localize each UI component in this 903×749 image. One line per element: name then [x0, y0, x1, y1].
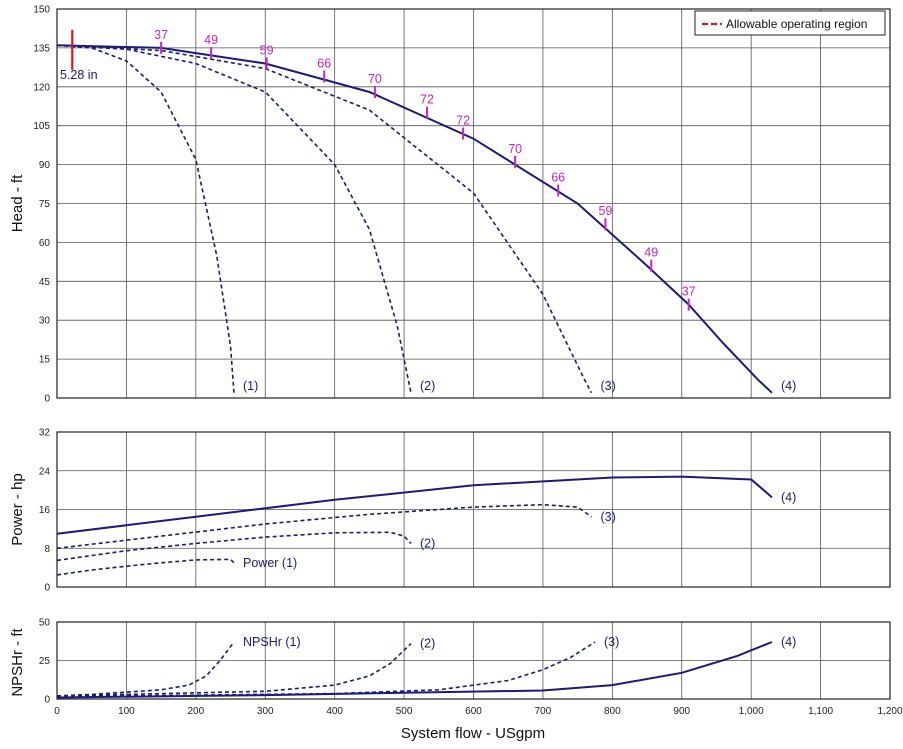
- power-series-2-line: [56, 531, 412, 562]
- x-tick-label: 300: [257, 706, 274, 717]
- head-series-1-label: (1): [243, 379, 258, 393]
- efficiency-label: 49: [204, 33, 218, 47]
- x-tick-label: 900: [673, 706, 690, 717]
- npshr-axis-title: NPSHr - ft: [9, 628, 26, 697]
- legend-label: Allowable operating region: [726, 17, 867, 31]
- head-y-tick-label: 30: [39, 316, 51, 327]
- head-axis-title: Head - ft: [9, 174, 26, 232]
- npshr-series-1-line: [56, 641, 235, 697]
- npshr-series-1-label: NPSHr (1): [243, 635, 301, 649]
- head-y-tick-label: 135: [33, 43, 50, 54]
- x-tick-label: 100: [118, 706, 135, 717]
- head-y-tick-label: 105: [33, 121, 50, 132]
- x-tick-label: 1,200: [877, 706, 902, 717]
- power-series-4-label: (4): [781, 490, 796, 504]
- power-series-3-line: [56, 503, 592, 550]
- head-series-1-line: [56, 44, 235, 393]
- head-series-4-line: [56, 44, 773, 394]
- npshr-y-tick-label: 0: [44, 695, 50, 706]
- npshr-y-tick-label: 25: [39, 656, 51, 667]
- power-series-1-line: [56, 558, 235, 576]
- power-y-tick-label: 24: [39, 466, 51, 477]
- head-series-3-line: [56, 44, 593, 394]
- npshr-series-3-label: (3): [604, 635, 619, 649]
- x-tick-label: 200: [187, 706, 204, 717]
- head-series-2-line: [56, 44, 412, 393]
- x-axis-title: System flow - USgpm: [401, 725, 545, 742]
- efficiency-label: 72: [420, 93, 434, 107]
- efficiency-label: 37: [682, 285, 696, 299]
- x-tick-label: 1,100: [808, 706, 833, 717]
- x-tick-label: 0: [54, 706, 60, 717]
- npshr-series-4-label: (4): [781, 635, 796, 649]
- head-series-3-label: (3): [601, 379, 616, 393]
- head-panel-frame: [56, 8, 891, 399]
- power-y-tick-label: 16: [39, 505, 51, 516]
- npshr-series-2-label: (2): [420, 637, 435, 651]
- x-tick-label: 800: [604, 706, 621, 717]
- head-y-tick-label: 15: [39, 355, 51, 366]
- efficiency-label: 49: [644, 246, 658, 260]
- x-tick-label: 600: [465, 706, 482, 717]
- power-panel-frame: [56, 431, 891, 588]
- power-series-4-line: [56, 475, 773, 535]
- efficiency-label: 59: [260, 43, 274, 57]
- power-axis-title: Power - hp: [9, 473, 26, 546]
- x-tick-label: 700: [535, 706, 552, 717]
- efficiency-label: 59: [598, 204, 612, 218]
- head-y-tick-label: 45: [39, 277, 51, 288]
- x-tick-label: 1,000: [739, 706, 764, 717]
- npshr-series-2-line: [56, 643, 412, 697]
- head-series-2-label: (2): [420, 379, 435, 393]
- efficiency-label: 70: [368, 72, 382, 86]
- head-y-tick-label: 60: [39, 238, 51, 249]
- x-tick-label: 500: [396, 706, 413, 717]
- power-series-2-label: (2): [420, 536, 435, 550]
- power-y-tick-label: 0: [44, 583, 50, 594]
- legend-box: [694, 10, 886, 36]
- power-series-3-label: (3): [601, 510, 616, 524]
- npshr-series-4-line: [56, 641, 773, 699]
- trim-diameter-label: 5.28 in: [60, 68, 98, 82]
- efficiency-label: 66: [317, 56, 331, 70]
- npshr-y-tick-label: 50: [39, 618, 51, 629]
- efficiency-label: 37: [154, 28, 168, 42]
- power-y-tick-label: 32: [39, 428, 51, 439]
- power-series-1-label: Power (1): [243, 556, 297, 570]
- head-y-tick-label: 75: [39, 199, 51, 210]
- efficiency-label: 66: [551, 171, 565, 185]
- head-y-tick-label: 90: [39, 160, 51, 171]
- head-y-tick-label: 120: [33, 82, 50, 93]
- efficiency-label: 70: [508, 142, 522, 156]
- power-y-tick-label: 8: [44, 544, 50, 555]
- npshr-panel-frame: [56, 621, 891, 700]
- head-series-4-label: (4): [781, 379, 796, 393]
- x-tick-label: 400: [326, 706, 343, 717]
- head-y-tick-label: 0: [44, 394, 50, 405]
- head-y-tick-label: 150: [33, 5, 50, 16]
- efficiency-label: 72: [456, 113, 470, 127]
